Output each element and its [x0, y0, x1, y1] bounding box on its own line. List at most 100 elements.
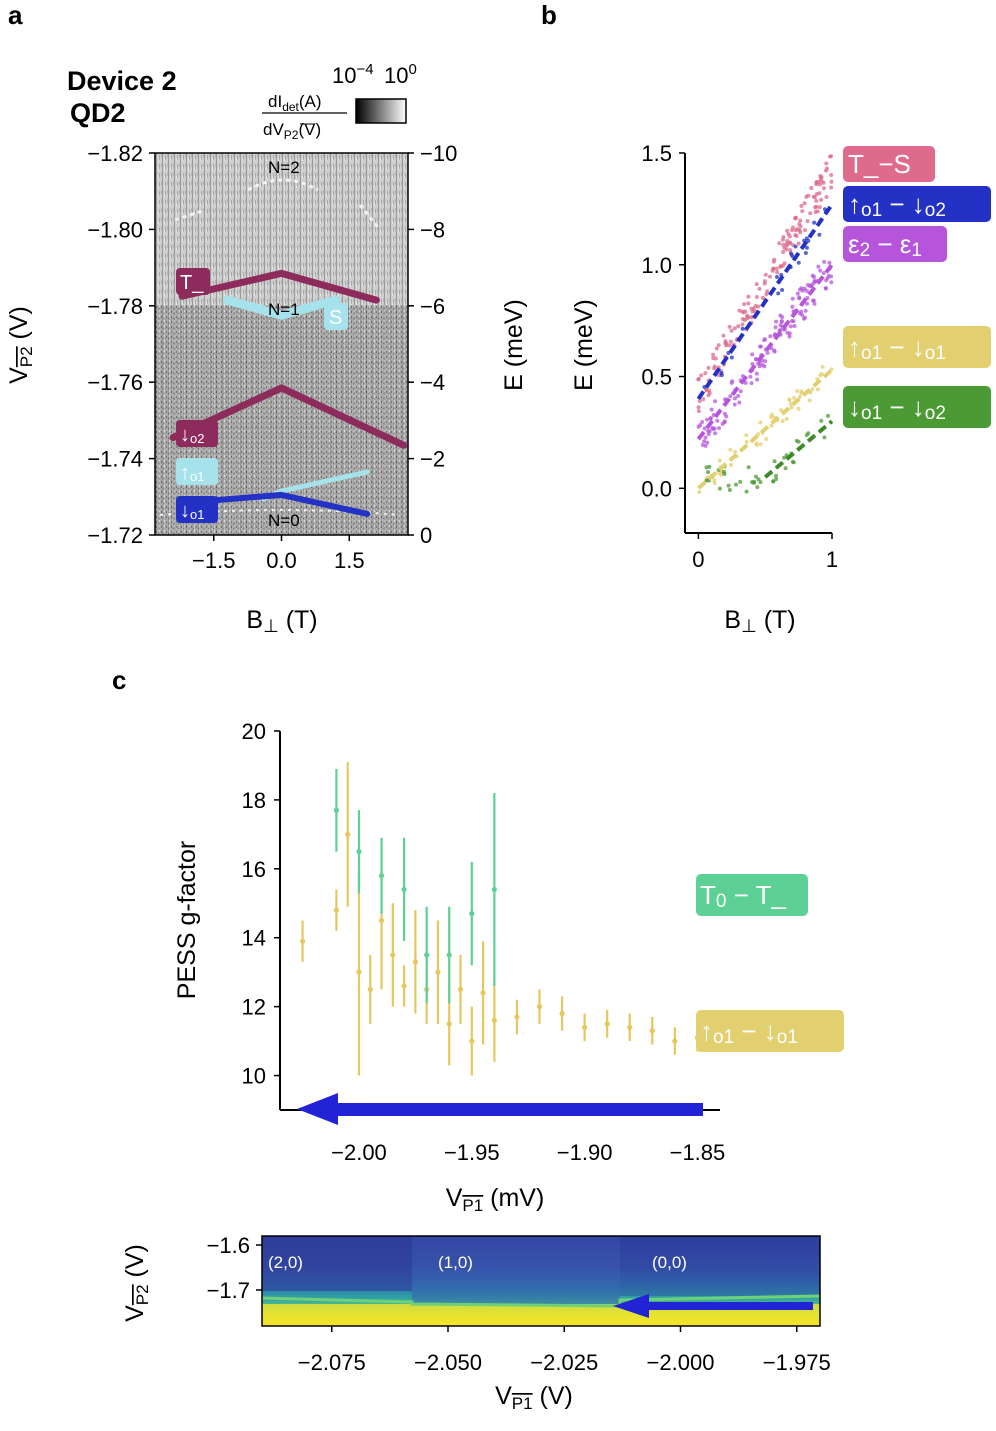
- point-T_−S: [828, 154, 833, 159]
- region-00: (0,0): [652, 1253, 687, 1272]
- y-tick-label: 0.0: [641, 476, 672, 501]
- panel-c-plot: [299, 762, 701, 1076]
- point-ε2 − ε1: [811, 281, 816, 286]
- point-T_−S: [762, 281, 767, 286]
- point-↑o1 − ↓o2: [817, 232, 822, 237]
- point-T_−S: [704, 388, 709, 393]
- point-T_−S: [737, 308, 742, 313]
- point-ε2 − ε1: [808, 284, 813, 289]
- point-T_−S: [749, 315, 754, 320]
- svg-text:T0 − T_: T0 − T_: [700, 880, 787, 912]
- point-↑o1 − ↓o1: [435, 969, 441, 975]
- x-tick-label: 0: [692, 547, 704, 572]
- point-↓o1 − ↓o2: [706, 470, 711, 475]
- point-ε2 − ε1: [774, 319, 779, 324]
- point-↑o1 − ↓o1: [829, 367, 834, 372]
- point-ε2 − ε1: [791, 319, 796, 324]
- point-ε2 − ε1: [787, 334, 792, 339]
- panel-a-y2label: E (meV): [500, 299, 528, 391]
- point-ε2 − ε1: [717, 426, 722, 431]
- panel-a-xlabel: B⊥ (T): [246, 606, 317, 636]
- point-T_−S: [716, 373, 721, 378]
- point-ε2 − ε1: [749, 381, 754, 386]
- point-ε2 − ε1: [788, 324, 793, 329]
- y-tick-label: −1.76: [87, 370, 143, 395]
- point-T_−S: [727, 324, 732, 329]
- point-ε2 − ε1: [737, 400, 742, 405]
- point-ε2 − ε1: [816, 264, 821, 269]
- label-T: T_: [176, 268, 210, 295]
- point-↑o1 − ↓o1: [446, 1021, 452, 1027]
- label-down-o1: ↓o1: [176, 496, 218, 523]
- point-ε2 − ε1: [821, 271, 826, 276]
- svg-text:ε2 − ε1: ε2 − ε1: [848, 229, 922, 261]
- legend-eps: ε2 − ε1: [843, 226, 947, 262]
- y2-tick-label: −2: [420, 447, 445, 472]
- point-↑o1 − ↓o1: [797, 394, 802, 399]
- colorbar-min: 10−4: [332, 61, 374, 88]
- point-ε2 − ε1: [732, 402, 737, 407]
- point-↑o1 − ↓o1: [401, 983, 407, 989]
- point-↑o1 − ↓o1: [457, 986, 464, 993]
- point-T_−S: [728, 339, 733, 344]
- point-↑o1 − ↓o1: [582, 1024, 588, 1030]
- point-↑o1 − ↓o1: [412, 959, 418, 965]
- point-T_−S: [696, 376, 701, 381]
- point-↑o1 − ↓o1: [819, 372, 824, 377]
- point-T_−S: [829, 185, 834, 190]
- point-ε2 − ε1: [728, 394, 733, 399]
- point-↑o1 − ↓o2: [780, 288, 785, 293]
- point-↑o1 − ↓o1: [784, 416, 789, 421]
- point-T_−S: [696, 409, 701, 414]
- point-↑o1 − ↓o1: [491, 1017, 497, 1024]
- colorbar-num-label: dIdet(A): [268, 92, 322, 114]
- point-T_−S: [712, 366, 717, 371]
- point-T_−S: [763, 272, 768, 277]
- y-tick-label: 16: [242, 857, 266, 882]
- panel-b-plot: [696, 154, 834, 495]
- point-T_−S: [814, 198, 819, 203]
- y-tick-label: 20: [242, 719, 266, 744]
- point-ε2 − ε1: [713, 431, 718, 436]
- point-ε2 − ε1: [810, 273, 815, 278]
- point-ε2 − ε1: [811, 298, 816, 303]
- point-↑o1 − ↓o1: [769, 423, 774, 428]
- point-↑o1 − ↓o1: [758, 420, 763, 425]
- point-↓o1 − ↓o2: [738, 479, 743, 484]
- point-↑o1 − ↓o1: [810, 387, 815, 392]
- point-ε2 − ε1: [818, 268, 823, 273]
- point-↓o1 − ↓o2: [796, 439, 801, 444]
- point-↓o1 − ↓o2: [704, 465, 709, 470]
- legend-T0-T: T0 − T_: [696, 874, 808, 916]
- point-T_−S: [770, 268, 775, 273]
- point-T_−S: [727, 343, 732, 348]
- point-ε2 − ε1: [698, 422, 703, 427]
- point-ε2 − ε1: [804, 289, 809, 294]
- point-↑o1 − ↓o1: [756, 432, 761, 437]
- point-T_−S: [774, 266, 779, 271]
- point-↑o1 − ↓o1: [604, 1021, 610, 1027]
- point-↑o1 − ↓o1: [333, 907, 340, 913]
- point-T_−S: [716, 343, 721, 348]
- legend-TS: T_−S: [843, 146, 935, 182]
- point-↓o1 − ↓o2: [771, 479, 776, 484]
- colorbar-max: 100: [384, 61, 417, 88]
- y-tick-label: −1.74: [87, 447, 143, 472]
- y-tick-label: −1.80: [87, 217, 143, 242]
- point-T_−S: [793, 233, 798, 238]
- point-↑o1 − ↓o1: [744, 440, 749, 445]
- point-ε2 − ε1: [750, 352, 755, 357]
- point-ε2 − ε1: [790, 304, 795, 309]
- label-n1: N=1: [268, 300, 300, 319]
- svg-text:T_−S: T_−S: [848, 149, 911, 179]
- x-tick-label: −2.050: [414, 1350, 482, 1375]
- point-↓o1 − ↓o2: [772, 459, 777, 464]
- point-↑o1 − ↓o1: [820, 364, 825, 369]
- y-tick-label: −1.82: [87, 141, 143, 166]
- x-tick-label: −2.000: [647, 1350, 715, 1375]
- point-ε2 − ε1: [720, 422, 725, 427]
- point-T_−S: [824, 168, 829, 173]
- point-↑o1 − ↓o1: [792, 395, 797, 400]
- fit-ε2 − ε1: [696, 263, 834, 441]
